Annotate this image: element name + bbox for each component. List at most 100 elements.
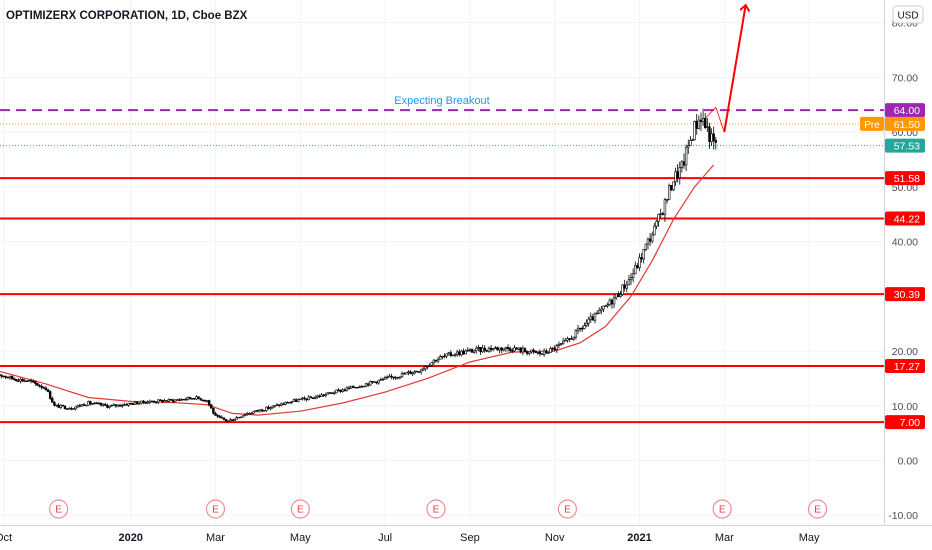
candle — [301, 396, 304, 401]
earnings-marker: E — [49, 499, 69, 519]
candle — [706, 118, 709, 132]
candle-body-down — [38, 385, 41, 387]
candle-body-up — [316, 395, 319, 398]
candle — [195, 395, 198, 401]
candle-body-up — [555, 345, 559, 351]
candle — [89, 400, 92, 406]
candle-body-up — [123, 404, 126, 406]
candle — [443, 353, 446, 359]
candle — [407, 370, 410, 376]
candle-body-up — [502, 348, 506, 351]
candle-body-down — [25, 380, 29, 382]
candle — [375, 381, 378, 385]
candle — [602, 305, 605, 313]
candle — [214, 411, 217, 416]
candle-body-down — [610, 299, 614, 305]
candle — [564, 338, 567, 342]
candle — [568, 338, 571, 342]
candle — [574, 329, 578, 340]
candle-body-up — [23, 380, 26, 382]
candle-body-up — [91, 403, 94, 405]
candle-body-down — [665, 199, 669, 201]
candle — [494, 345, 497, 350]
candle — [551, 347, 554, 352]
price-tag: 44.22 — [885, 211, 925, 226]
candle — [665, 198, 669, 204]
candle-body-up — [475, 347, 478, 352]
candle-body-up — [706, 126, 709, 128]
candle — [328, 392, 332, 395]
candle — [180, 398, 183, 402]
x-tick-label: Mar — [206, 532, 225, 544]
candle-body-down — [489, 347, 493, 351]
candle — [51, 396, 54, 403]
candle-body-down — [144, 402, 147, 404]
candle-body-up — [354, 386, 357, 389]
currency-button[interactable]: USD — [892, 5, 924, 24]
candle-body-up — [174, 399, 177, 402]
candle-body-up — [606, 304, 609, 307]
candle — [610, 298, 614, 309]
candle-body-down — [171, 399, 175, 402]
premarket-tag: Pre 61.50 — [860, 116, 925, 131]
candle-body-up — [439, 356, 442, 360]
candle — [369, 380, 372, 387]
candle — [536, 352, 539, 355]
candle-body-down — [282, 403, 285, 406]
candle — [135, 401, 139, 405]
candle-body-up — [521, 348, 525, 353]
candle-body-up — [326, 392, 330, 395]
candle — [260, 408, 264, 413]
candle — [672, 181, 675, 192]
candle — [521, 345, 525, 356]
candle — [347, 385, 351, 390]
candle-body-up — [87, 401, 90, 406]
chart-title: OPTIMIZERX CORPORATION, 1D, Cboe BZX — [6, 10, 248, 22]
candle — [614, 293, 618, 300]
x-tick-label: Mar — [715, 532, 734, 544]
candle-body-up — [687, 145, 690, 148]
candle-body-up — [602, 305, 605, 310]
candle-body-down — [99, 403, 103, 406]
candle — [515, 347, 518, 350]
candle-body-down — [704, 118, 707, 128]
candle-body-up — [487, 347, 491, 352]
earnings-marker-circle — [557, 499, 578, 519]
x-tick-label: 2021 — [627, 532, 651, 544]
candle-body-up — [593, 312, 597, 321]
candle-body-down — [670, 185, 673, 191]
candle-body-up — [642, 249, 645, 260]
candle-body-up — [133, 401, 137, 405]
earnings-marker: E — [712, 499, 732, 519]
candle-body-down — [661, 213, 665, 215]
candle — [642, 248, 645, 264]
candle-body-down — [199, 398, 202, 401]
candle-body-up — [186, 396, 190, 400]
candle — [587, 316, 590, 327]
candle-body-up — [235, 417, 238, 420]
candle-body-up — [116, 404, 120, 407]
candle-body-down — [396, 376, 400, 379]
candle-body-down — [2, 375, 5, 378]
candle-body-up — [627, 279, 631, 286]
candle — [553, 345, 556, 352]
candle-body-down — [545, 350, 548, 354]
x-tick-label: Oct — [0, 532, 12, 544]
candle — [680, 160, 684, 173]
candle-body-up — [121, 405, 124, 407]
candle — [472, 349, 476, 354]
candle — [243, 413, 247, 417]
moving-average-line — [0, 164, 715, 416]
price-tag-label: 30.39 — [894, 289, 920, 301]
candle-body-up — [432, 359, 436, 363]
candle — [504, 346, 508, 353]
candle — [57, 403, 60, 408]
candle-body-up — [447, 352, 450, 355]
candle — [303, 396, 306, 401]
candle — [157, 399, 160, 404]
candle-body-down — [578, 327, 582, 330]
candle — [254, 409, 257, 413]
candle — [330, 392, 334, 394]
candle — [608, 298, 612, 307]
